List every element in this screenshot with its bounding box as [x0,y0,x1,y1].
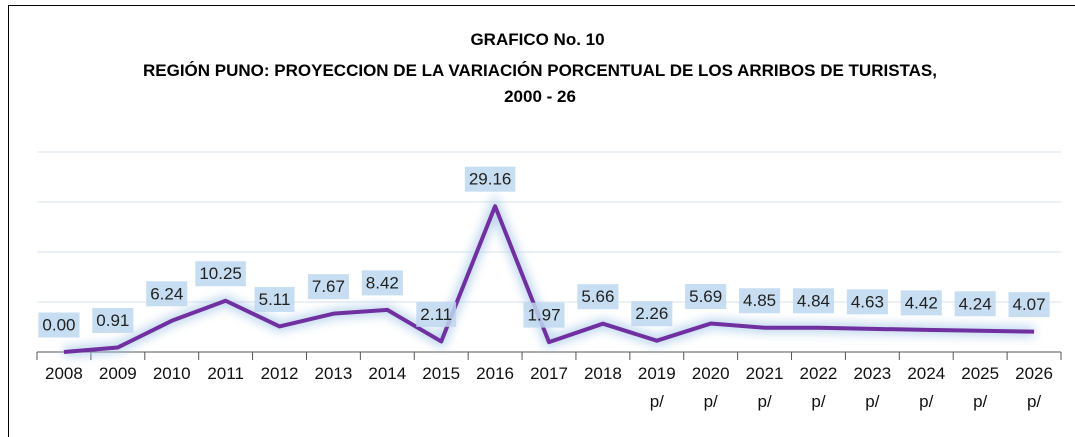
data-label-box [523,302,565,328]
x-tick-label: 2025 p/ [961,364,1000,411]
data-label-box [92,307,134,333]
data-label-box [739,288,781,314]
data-label-box [846,289,888,315]
data-label-box [631,301,673,327]
x-tick-label: 2026 p/ [1015,364,1053,411]
x-tick-label: 2021 p/ [745,364,784,411]
chart-title: GRAFICO No. 10 [470,30,605,49]
x-tick-label: 2010 [152,364,191,383]
data-label-box [254,286,295,312]
data-label-box [685,284,727,310]
line [63,204,1035,354]
data-label: 6.24 [150,284,183,303]
chart-frame [8,5,1075,437]
x-tick-label: 2023 p/ [853,364,892,411]
data-label-box [416,301,457,327]
data-label-box [954,291,996,317]
data-label-box [464,166,516,192]
data-label: 29.16 [469,170,512,189]
data-label: 2.11 [420,305,452,324]
data-label: 4.84 [797,291,830,310]
x-tick-label: 2019 p/ [637,364,676,411]
x-tick-label: 2009 [98,364,137,383]
data-label: 5.69 [689,287,722,306]
data-label: 7.67 [312,277,345,296]
x-tick-label: 2008 [45,364,83,383]
data-label-box [792,288,835,314]
data-label-box [38,312,80,338]
x-tick-label: 2020 p/ [691,364,730,411]
data-label-box [900,290,942,316]
data-label: 5.11 [259,290,291,309]
x-tick-label: 2016 [476,364,514,383]
x-tick-label: 2013 [314,364,353,383]
data-label: 4.85 [743,291,776,310]
data-label: 4.42 [905,293,938,312]
data-label: 4.63 [851,292,884,311]
data-label: 0.00 [42,315,75,334]
data-label: 10.25 [199,264,242,283]
data-label-box [146,281,188,307]
x-tick-label: 2014 [368,364,407,383]
x-tick-label: 2012 [260,364,299,383]
x-tick-label: 2018 [583,364,622,383]
chart-subtitle: REGIÓN PUNO: PROYECCION DE LA VARIACIÓN … [142,61,937,106]
data-label: 4.24 [959,294,992,313]
data-label: 5.66 [581,287,614,306]
data-label: 1.97 [527,306,560,325]
data-label-box [307,274,349,300]
data-label-box [361,270,403,296]
data-label: 8.42 [366,273,399,292]
data-label-box [1008,292,1050,318]
x-tick-label: 2022 p/ [799,364,838,411]
data-label-box [577,284,619,310]
data-label: 2.26 [635,304,668,323]
data-label: 0.91 [96,311,129,330]
x-tick-label: 2015 [422,364,461,383]
data-label-box [195,261,246,287]
x-tick-label: 2017 [530,364,568,383]
x-tick-label: 2024 p/ [907,364,946,411]
data-label: 4.07 [1013,295,1046,314]
x-tick-label: 2011 [207,364,244,383]
